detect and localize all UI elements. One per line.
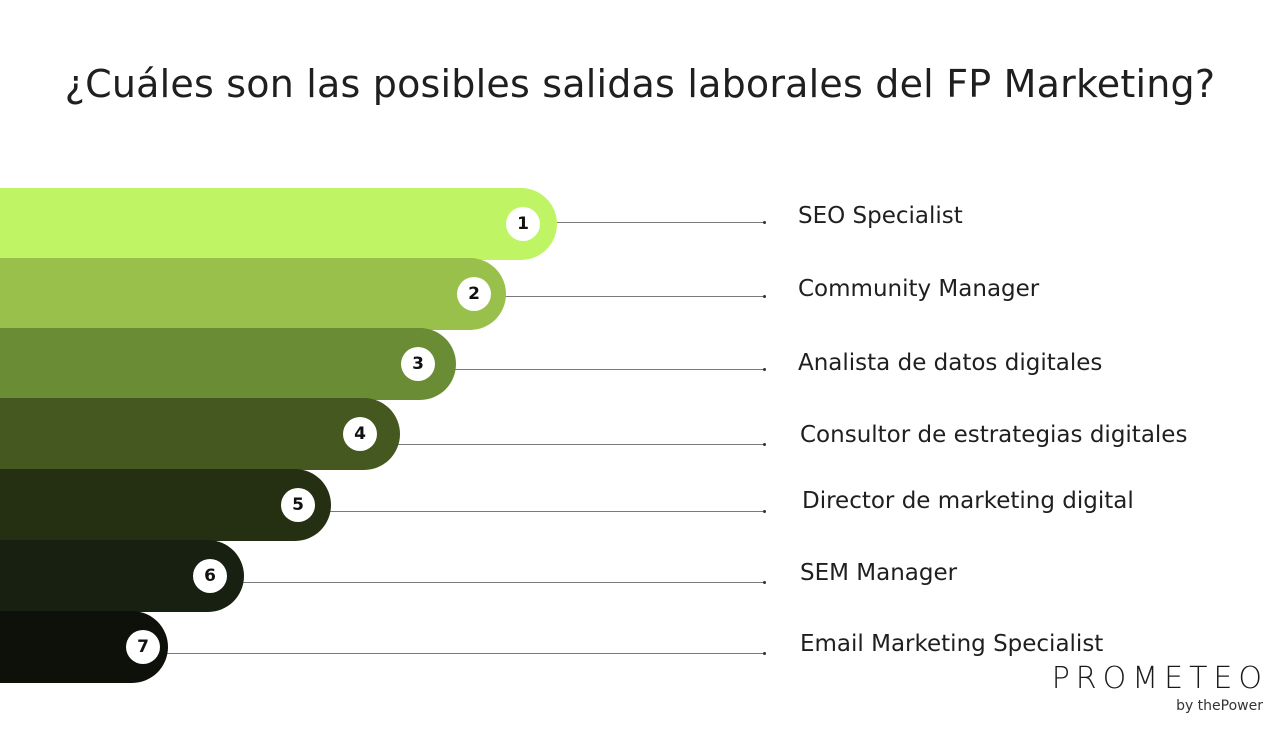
connector-dot-3 <box>763 368 766 371</box>
connector-dot-5 <box>763 510 766 513</box>
career-label-3: Analista de datos digitales <box>798 350 1103 376</box>
connector-line-1 <box>540 222 764 223</box>
bar-2 <box>0 258 506 330</box>
number-badge-3: 3 <box>401 347 435 381</box>
career-label-2: Community Manager <box>798 276 1040 302</box>
page-title: ¿Cuáles son las posibles salidas laboral… <box>64 62 1216 106</box>
connector-line-6 <box>227 582 764 583</box>
bar-1 <box>0 188 557 260</box>
connector-dot-6 <box>763 581 766 584</box>
connector-line-3 <box>435 369 764 370</box>
bar-3 <box>0 328 456 400</box>
connector-line-5 <box>315 511 764 512</box>
number-badge-7: 7 <box>126 630 160 664</box>
career-label-7: Email Marketing Specialist <box>800 631 1104 657</box>
connector-line-7 <box>160 653 764 654</box>
connector-dot-1 <box>763 221 766 224</box>
connector-dot-7 <box>763 652 766 655</box>
connector-dot-4 <box>763 443 766 446</box>
number-badge-6: 6 <box>193 559 227 593</box>
brand-tagline: by thePower <box>1176 698 1263 714</box>
connector-line-4 <box>377 444 764 445</box>
brand-logo: PROMETEO by thePower <box>1052 662 1264 715</box>
number-badge-5: 5 <box>281 488 315 522</box>
career-label-6: SEM Manager <box>800 560 958 586</box>
career-label-4: Consultor de estrategias digitales <box>800 422 1188 448</box>
number-badge-4: 4 <box>343 417 377 451</box>
number-badge-2: 2 <box>457 277 491 311</box>
connector-dot-2 <box>763 295 766 298</box>
number-badge-1: 1 <box>506 207 540 241</box>
connector-line-2 <box>491 296 764 297</box>
bar-5 <box>0 469 331 541</box>
career-label-5: Director de marketing digital <box>802 488 1134 514</box>
career-label-1: SEO Specialist <box>798 203 963 229</box>
bar-4 <box>0 398 400 470</box>
brand-name: PROMETEO <box>1051 661 1268 696</box>
